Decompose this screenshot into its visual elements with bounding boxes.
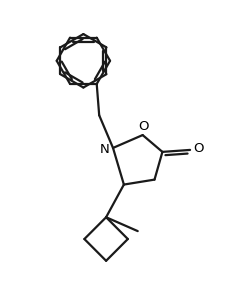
Text: O: O [138, 120, 149, 133]
Text: N: N [100, 144, 110, 157]
Text: O: O [194, 142, 204, 155]
